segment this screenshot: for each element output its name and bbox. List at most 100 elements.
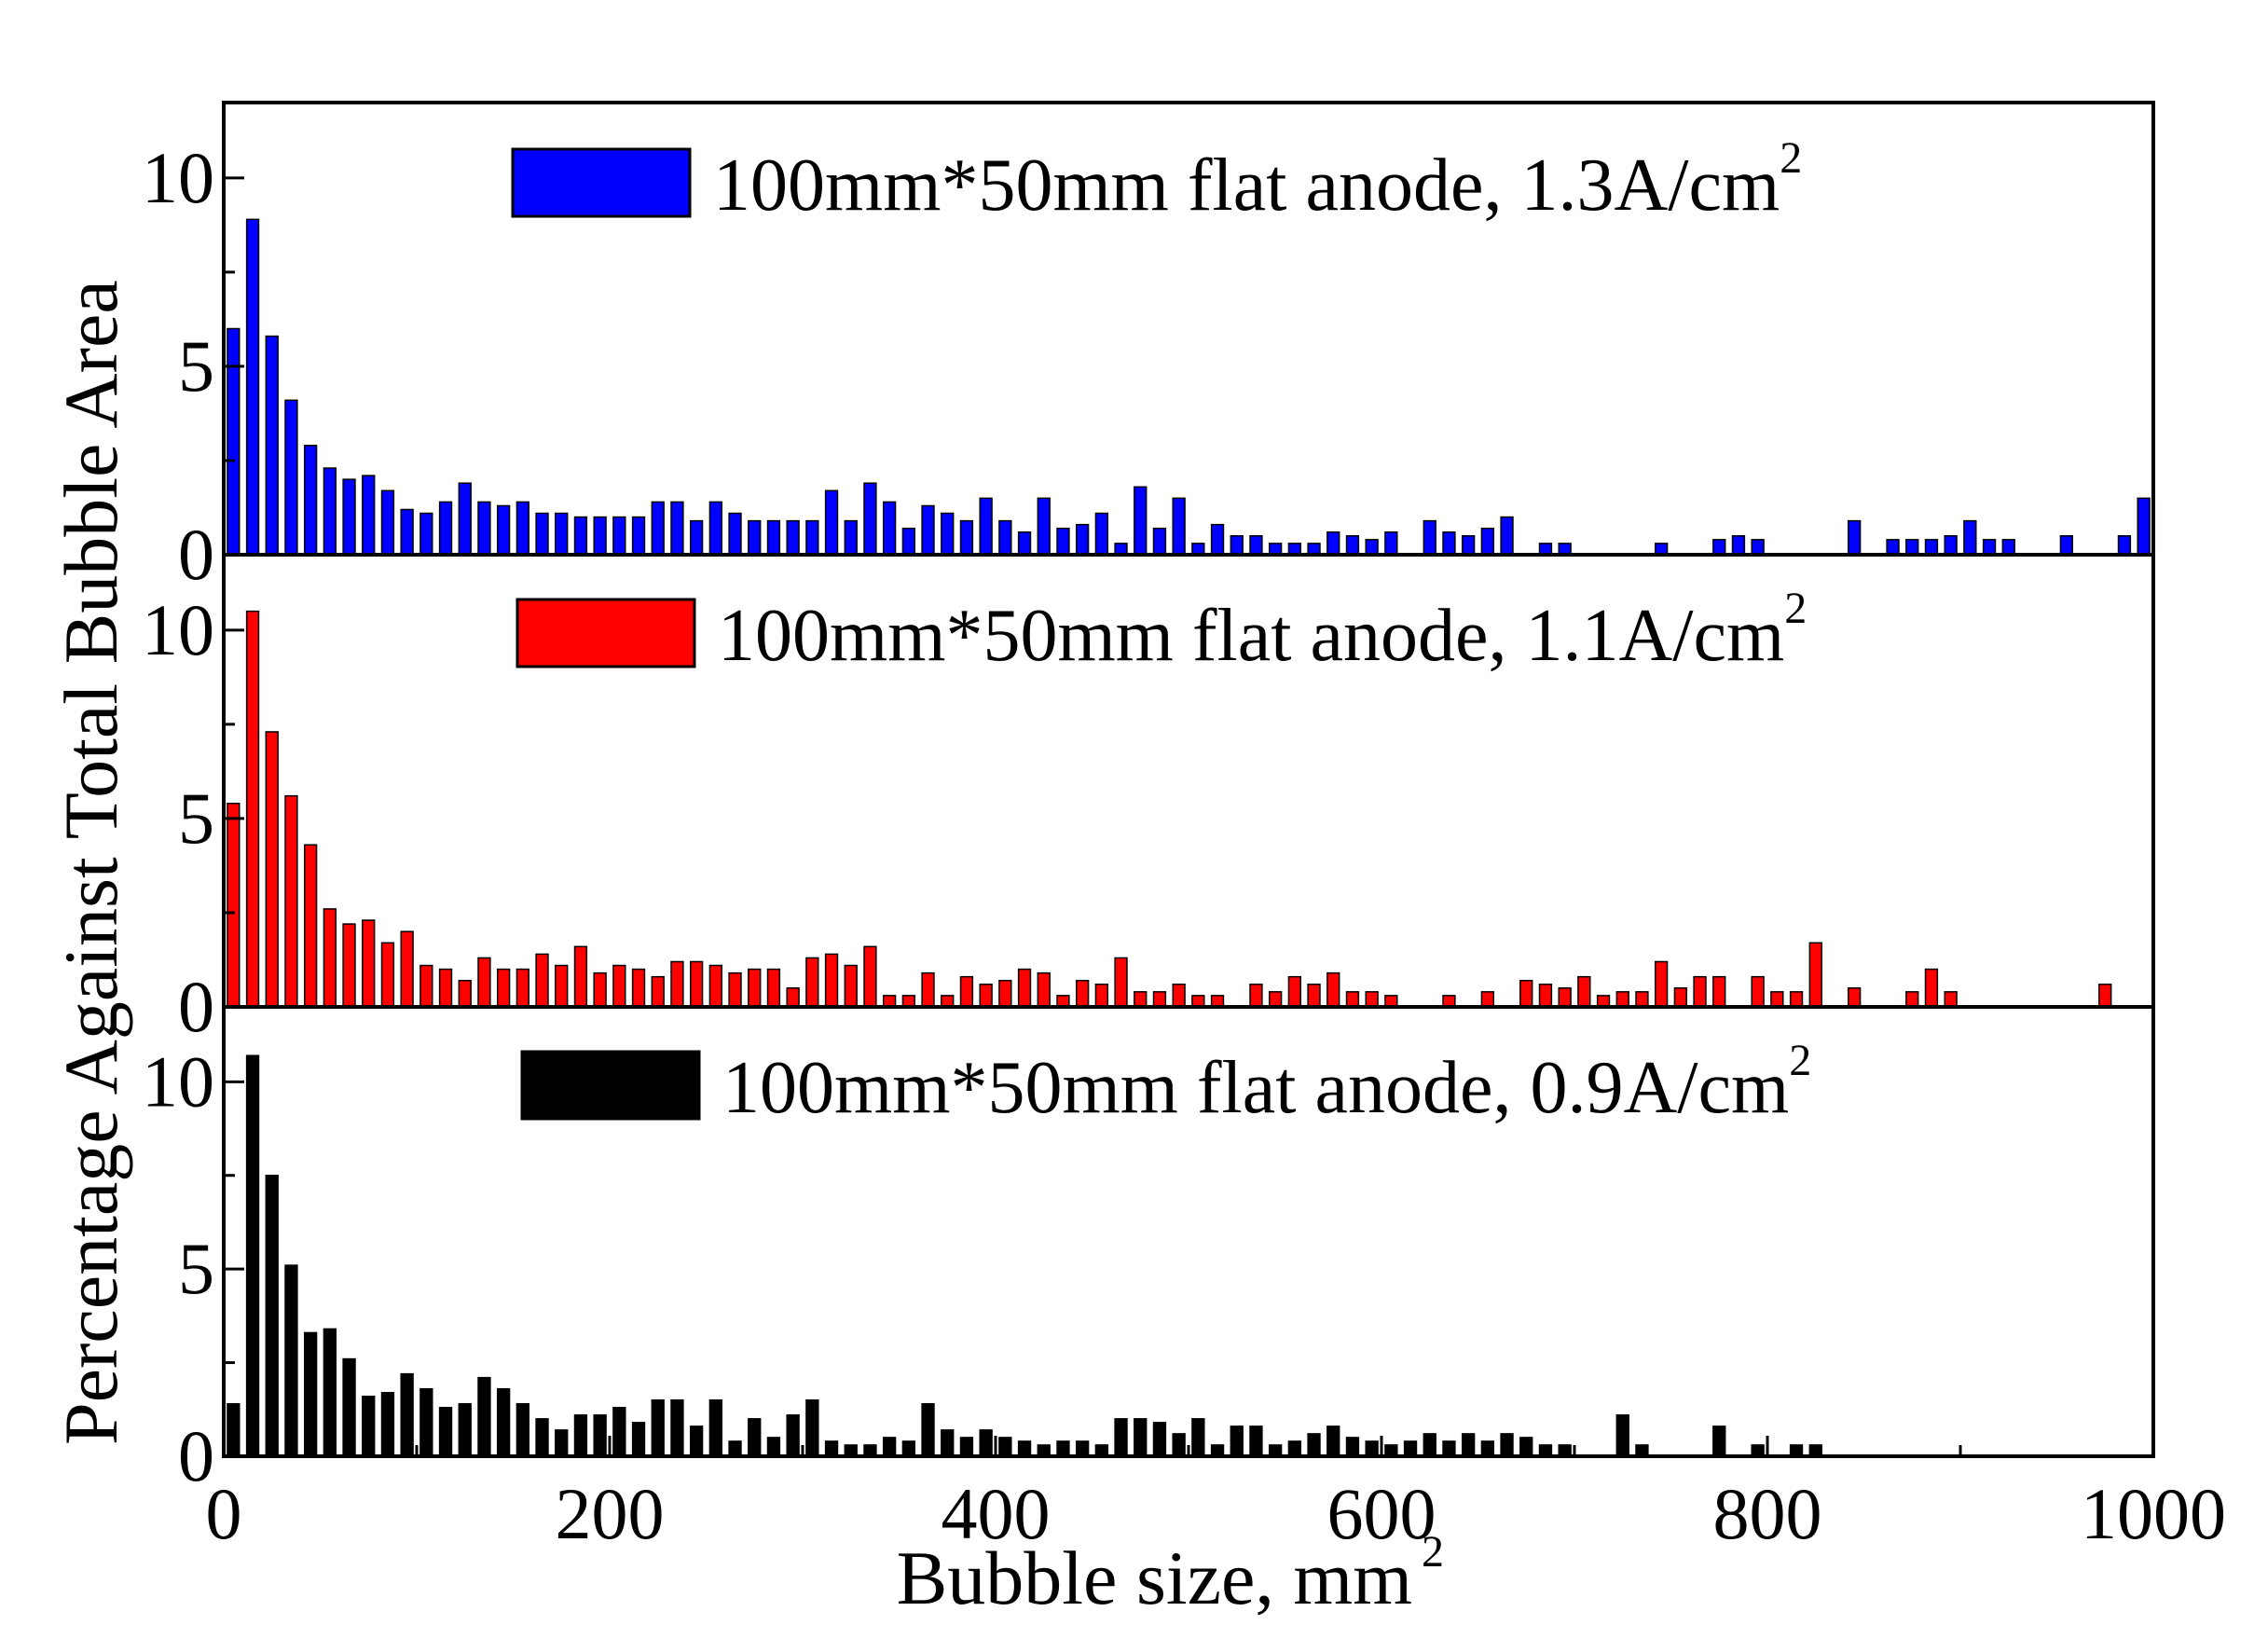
panel-2: 100mm*50mm flat anode, 1.1A/cm2 0 5 10 xyxy=(142,584,2112,1047)
bar-panel2-36 xyxy=(921,971,935,1008)
bar-panel3-19 xyxy=(593,1414,607,1457)
legend-label-sup-1: 2 xyxy=(1780,133,1802,183)
bar-panel2-47 xyxy=(1134,991,1148,1008)
bar-panel3-2 xyxy=(265,1175,279,1457)
bar-panel2-46 xyxy=(1114,957,1128,1008)
bar-panel3-22 xyxy=(651,1399,665,1457)
bar-panel2-20 xyxy=(612,964,626,1008)
y-axis-title: Percentage Against Total Bubble Area xyxy=(48,280,133,1445)
bar-panel2-62 xyxy=(1519,979,1533,1008)
bar-panel1-29 xyxy=(786,519,800,556)
bar-panel3-57 xyxy=(1326,1426,1340,1457)
bar-panel2-19 xyxy=(593,971,607,1008)
bar-panel1-10 xyxy=(419,512,433,556)
bar-panel2-4 xyxy=(303,844,318,1008)
bar-panel1-2 xyxy=(265,335,279,556)
bar-panel1-57 xyxy=(1326,531,1340,556)
bar-panel1-30 xyxy=(805,519,819,556)
bar-panel1-15 xyxy=(515,501,530,556)
bar-panel1-45 xyxy=(1094,512,1109,556)
bar-panel3-14 xyxy=(496,1387,511,1457)
bar-panel2-33 xyxy=(863,945,877,1008)
bar-panel2-31 xyxy=(824,953,839,1008)
bar-panel1-61 xyxy=(1423,519,1436,556)
bar-panel2-6 xyxy=(342,923,356,1008)
bar-panel1-53 xyxy=(1249,535,1263,556)
bar-panel1-42 xyxy=(1037,497,1051,556)
bar-panel2-24 xyxy=(689,960,704,1008)
bar-panel2-40 xyxy=(998,979,1012,1008)
bar-panel3-27 xyxy=(748,1418,762,1457)
bar-panel3-62 xyxy=(1423,1433,1436,1457)
bar-panel1-24 xyxy=(689,519,704,556)
bar-panel1-71 xyxy=(1751,539,1765,556)
bar-panel3-36 xyxy=(921,1403,935,1457)
bar-panel2-29 xyxy=(786,987,800,1008)
bar-panel3-16 xyxy=(535,1418,549,1457)
bar-panel1-72 xyxy=(1847,519,1862,556)
bar-panel3-38 xyxy=(959,1437,974,1457)
bar-panel2-49 xyxy=(1172,984,1186,1008)
bar-panel1-26 xyxy=(728,512,742,556)
bar-panel2-26 xyxy=(728,971,742,1008)
y-tick-label-panel2-5: 5 xyxy=(178,778,214,859)
bar-panel2-70 xyxy=(1673,987,1688,1008)
bar-panel2-1 xyxy=(245,610,260,1008)
bar-panel3-30 xyxy=(805,1399,819,1457)
bar-panel3-72 xyxy=(1712,1426,1726,1457)
bar-panel1-28 xyxy=(766,519,781,556)
x-tick-label-0: 0 xyxy=(206,1473,242,1554)
bar-panel1-22 xyxy=(651,501,665,556)
bar-panel1-80 xyxy=(2059,535,2074,556)
bar-panel3-58 xyxy=(1345,1437,1360,1457)
bar-panel2-27 xyxy=(748,968,762,1008)
bar-panel1-0 xyxy=(227,327,241,556)
bar-panel3-6 xyxy=(342,1357,356,1457)
legend-label-1: 100mm*50mm flat anode, 1.3A/cm2 xyxy=(713,133,1802,227)
bar-panel2-71 xyxy=(1693,975,1707,1008)
bar-panel2-58 xyxy=(1365,991,1379,1008)
bar-panel2-3 xyxy=(284,794,298,1008)
bar-panel2-13 xyxy=(477,957,491,1008)
bar-panel2-39 xyxy=(979,984,993,1008)
bar-panel2-61 xyxy=(1480,991,1495,1008)
bar-panel3-3 xyxy=(284,1264,298,1457)
bar-panel2-14 xyxy=(496,968,511,1008)
bar-panel2-73 xyxy=(1751,975,1765,1008)
bar-panel3-5 xyxy=(323,1328,337,1457)
bar-panel2-68 xyxy=(1635,991,1649,1008)
bar-panel1-14 xyxy=(496,504,511,556)
bar-panel1-52 xyxy=(1230,535,1244,556)
bar-panel1-33 xyxy=(863,482,877,556)
bar-panel2-74 xyxy=(1770,991,1784,1008)
bar-panel2-77 xyxy=(1847,987,1862,1008)
bar-panel1-1 xyxy=(245,218,260,556)
legend-label-3: 100mm*50mm flat anode, 0.9A/cm2 xyxy=(722,1036,1811,1129)
bar-panel3-15 xyxy=(515,1403,530,1457)
bar-panel2-63 xyxy=(1538,984,1553,1008)
bar-panel1-65 xyxy=(1500,516,1514,556)
legend-label-sup-2: 2 xyxy=(1784,584,1807,633)
plot-frame xyxy=(222,101,2155,1458)
bar-panel2-7 xyxy=(362,919,376,1008)
bar-panel1-78 xyxy=(1982,539,1997,556)
bar-panel1-6 xyxy=(342,478,356,556)
bar-panel1-4 xyxy=(303,445,318,556)
bar-panel3-70 xyxy=(1615,1414,1629,1457)
bar-panel3-61 xyxy=(1403,1440,1418,1457)
bar-panel1-44 xyxy=(1075,523,1090,556)
bar-panel1-60 xyxy=(1384,531,1398,556)
bar-panel2-69 xyxy=(1654,960,1669,1008)
bar-panel1-31 xyxy=(824,489,839,556)
bar-panel2-48 xyxy=(1152,991,1167,1008)
bar-panel3-56 xyxy=(1307,1433,1321,1457)
bar-panel3-63 xyxy=(1442,1440,1456,1457)
bar-panel3-23 xyxy=(670,1399,684,1457)
bar-panel1-18 xyxy=(573,516,588,556)
bar-panel3-21 xyxy=(631,1422,646,1457)
bar-panel1-40 xyxy=(998,519,1012,556)
bar-panel3-4 xyxy=(303,1331,318,1457)
x-tick-label-400: 400 xyxy=(942,1473,1051,1554)
bar-panel1-13 xyxy=(477,501,491,556)
